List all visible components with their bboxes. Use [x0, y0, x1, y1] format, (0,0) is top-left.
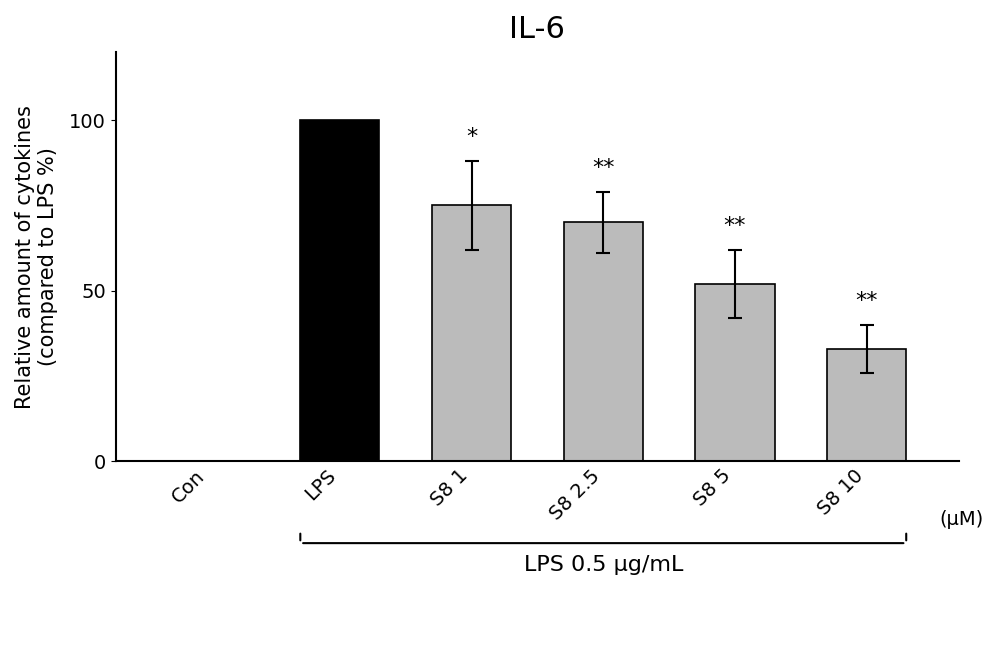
Bar	[432, 205, 511, 462]
Text: **: **	[855, 291, 878, 311]
Text: **: **	[724, 216, 746, 236]
Title: IL-6: IL-6	[509, 15, 565, 44]
Text: LPS 0.5 μg/mL: LPS 0.5 μg/mL	[524, 555, 683, 575]
Text: *: *	[466, 128, 477, 148]
Bar	[300, 120, 379, 462]
Y-axis label: Relative amount of cytokines
(compared to LPS %): Relative amount of cytokines (compared t…	[15, 105, 58, 409]
Bar	[564, 222, 643, 462]
Bar	[695, 284, 775, 462]
Bar	[827, 349, 906, 462]
Text: (μM): (μM)	[939, 510, 983, 529]
Text: **: **	[592, 158, 615, 178]
